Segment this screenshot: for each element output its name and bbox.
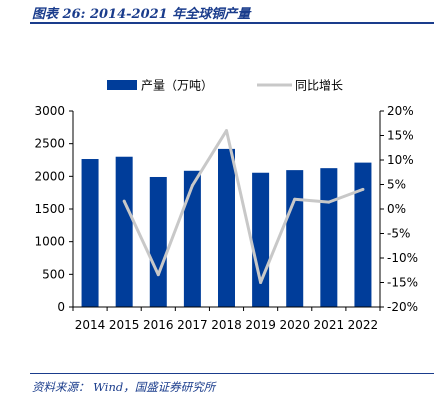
x-axis: 2014 2015 2016 2017 2018 2019 2020 2021 2022 [72, 306, 381, 332]
growth-point-2017 [190, 183, 194, 187]
growth-line [122, 129, 364, 284]
bar-2018 [218, 148, 235, 307]
legend-swatch-bar [107, 80, 137, 90]
bar-2020 [286, 170, 304, 307]
growth-point-2019 [259, 281, 263, 284]
x-tick-label: 2017 [177, 318, 208, 332]
bar-2014 [81, 159, 99, 307]
growth-point-2022 [361, 187, 365, 191]
left-tick-label: 1000 [34, 235, 65, 249]
right-tick-label: 0% [387, 202, 406, 216]
growth-point-2020 [293, 197, 297, 201]
legend-label-line: 同比增长 [295, 79, 343, 93]
right-axis: -20% -15% -10% -5% 0% 5% 10% 15% 20% [379, 104, 418, 314]
right-tick-label: -15% [387, 276, 418, 290]
legend: 产量（万吨） 同比增长 [107, 79, 343, 93]
growth-point-2015 [122, 199, 126, 203]
growth-point-2018 [225, 129, 228, 133]
bar-2016 [149, 176, 167, 307]
growth-point-2021 [327, 200, 331, 204]
left-tick-label: 1500 [34, 202, 65, 216]
right-tick-label: 10% [387, 153, 414, 167]
bar-2022 [354, 162, 372, 307]
right-tick-label: 15% [387, 129, 414, 143]
x-tick-label: 2018 [211, 318, 242, 332]
bar-2021 [320, 168, 338, 307]
x-tick-label: 2020 [279, 318, 310, 332]
x-tick-label: 2015 [109, 318, 140, 332]
left-axis: 0 500 1000 1500 2000 2500 3000 [34, 104, 74, 314]
title-rule [30, 22, 434, 24]
left-tick-label: 2000 [34, 169, 65, 183]
legend-label-bar: 产量（万吨） [141, 79, 213, 93]
right-tick-label: 20% [387, 104, 414, 118]
right-tick-label: -10% [387, 251, 418, 265]
source-note: 资料来源： Wind，国盛证券研究所 [32, 380, 216, 394]
bar-2015 [115, 156, 133, 307]
right-tick-label: -5% [387, 227, 410, 241]
x-tick-label: 2019 [245, 318, 276, 332]
growth-point-2016 [156, 273, 160, 277]
left-tick-label: 2500 [34, 137, 65, 151]
right-tick-label: -20% [387, 300, 418, 314]
left-tick-label: 3000 [34, 104, 65, 118]
line-series [122, 129, 365, 284]
x-tick-label: 2022 [348, 318, 379, 332]
left-tick-label: 500 [42, 267, 65, 281]
figure-title: 图表 26: 2014-2021 年全球铜产量 [32, 7, 251, 22]
bar-series [81, 148, 372, 307]
x-tick-label: 2021 [314, 318, 345, 332]
bar-2017 [183, 170, 201, 307]
x-tick-label: 2016 [143, 318, 174, 332]
left-tick-label: 0 [57, 300, 65, 314]
bar-2019 [252, 172, 270, 307]
x-tick-label: 2014 [75, 318, 106, 332]
right-tick-label: 5% [387, 178, 406, 192]
source-rule [30, 373, 434, 374]
